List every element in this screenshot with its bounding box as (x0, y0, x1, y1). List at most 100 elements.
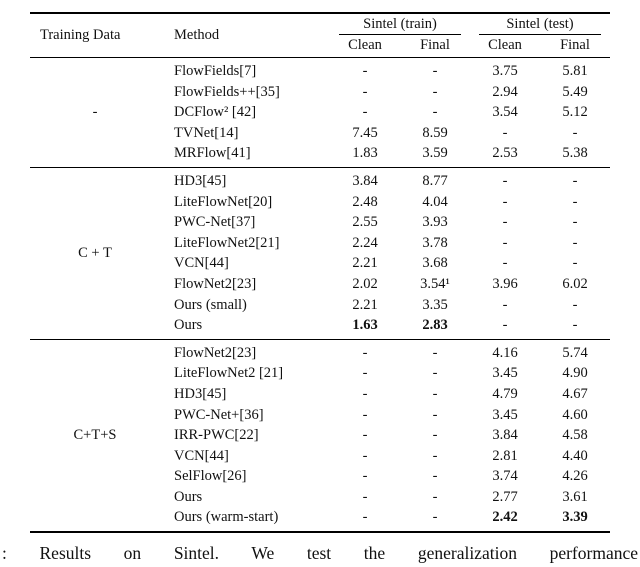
value-cell: - (432, 63, 438, 79)
value-cell: 3.93 (422, 214, 448, 231)
value-cell: - (362, 427, 368, 444)
value-cell: 2.55 (352, 214, 378, 231)
table-row: HD3[45] 3.84 8.77 - - (160, 171, 610, 192)
method-cell: Ours (small) (174, 296, 247, 313)
table-row: VCN[44] - - 2.81 4.40 (160, 446, 610, 467)
value-cell: 3.61 (562, 488, 588, 505)
value-cell: 2.94 (492, 83, 518, 100)
value-cell: - (432, 427, 438, 444)
header-subcolumns-train: Clean Final (330, 35, 470, 57)
value-cell: 3.59 (422, 145, 448, 162)
value-cell: 8.59 (422, 124, 448, 141)
table-group: - FlowFields[7] - - 3.75 5.81 FlowFields++[35]… (30, 58, 610, 167)
value-cell: - (502, 234, 508, 251)
value-cell: 2.53 (492, 145, 518, 162)
method-cell: Ours (174, 488, 203, 505)
method-cell: HD3[45] (174, 385, 227, 402)
table-row: TVNet[14] 7.45 8.59 - - (160, 123, 610, 144)
value-cell: - (362, 344, 368, 361)
value-cell: - (432, 447, 438, 464)
value-cell: 5.74 (562, 344, 588, 361)
header-group-sintel-test: Sintel (test) Clean Final (470, 14, 610, 57)
value-cell: 6.02 (562, 275, 588, 292)
value-cell: 5.49 (562, 83, 588, 100)
value-cell: 4.40 (562, 447, 588, 464)
value-cell: - (362, 104, 368, 121)
header-training-data: Training Data (40, 27, 121, 43)
value-cell: 5.12 (562, 104, 588, 121)
method-cell: FlowFields[7] (174, 63, 257, 79)
method-cell: IRR-PWC[22] (174, 427, 259, 444)
value-cell: - (362, 63, 368, 79)
value-cell: 4.58 (562, 427, 588, 444)
value-cell: - (432, 406, 438, 423)
table-row: FlowNet2[23] 2.02 3.54¹ 3.96 6.02 (160, 274, 610, 295)
header-group-sintel-train: Sintel (train) Clean Final (330, 14, 470, 57)
group-rows: FlowFields[7] - - 3.75 5.81 FlowFields++[35] -… (160, 61, 610, 164)
table-header: Training Data Method Sintel (train) Clea… (30, 12, 610, 58)
value-cell: - (362, 509, 368, 526)
value-cell: - (362, 83, 368, 100)
value-cell: - (432, 83, 438, 100)
value-cell: - (362, 385, 368, 402)
value-cell: 1.63 (352, 317, 378, 334)
value-cell: 5.81 (562, 63, 588, 79)
value-cell: - (502, 193, 508, 210)
value-cell: 4.90 (562, 365, 588, 382)
table-row: LiteFlowNet2 [21] - - 3.45 4.90 (160, 363, 610, 384)
table-row: IRR-PWC[22] - - 3.84 4.58 (160, 425, 610, 446)
header-train-clean: Clean (348, 37, 382, 53)
table-caption: : Results on Sintel. We test the general… (2, 543, 638, 563)
training-data-cell: C+T+S (73, 426, 117, 443)
header-test-final: Final (560, 37, 590, 53)
value-cell: - (572, 296, 578, 313)
value-cell: 3.74 (492, 468, 518, 485)
table-body: - FlowFields[7] - - 3.75 5.81 FlowFields++[35]… (30, 58, 610, 534)
value-cell: 2.83 (422, 317, 448, 334)
value-cell: - (432, 344, 438, 361)
group-rows: HD3[45] 3.84 8.77 - - LiteFlowNet[20] 2.48 4.04… (160, 171, 610, 336)
method-cell: LiteFlowNet2 [21] (174, 365, 284, 382)
value-cell: - (502, 172, 508, 189)
method-cell: TVNet[14] (174, 124, 239, 141)
method-cell: PWC-Net[37] (174, 214, 256, 231)
value-cell: - (572, 193, 578, 210)
value-cell: - (572, 234, 578, 251)
value-cell: 7.45 (352, 124, 378, 141)
method-cell: DCFlow² [42] (174, 104, 257, 121)
table-row: DCFlow² [42] - - 3.54 5.12 (160, 102, 610, 123)
value-cell: 8.77 (422, 172, 448, 189)
header-sintel-train: Sintel (train) (339, 14, 461, 35)
group-rows: FlowNet2[23] - - 4.16 5.74 LiteFlowNet2 [21] -… (160, 343, 610, 528)
header-sintel-test: Sintel (test) (479, 14, 601, 35)
value-cell: 3.39 (562, 509, 588, 526)
value-cell: 4.04 (422, 193, 448, 210)
training-data-cell: C + T (78, 244, 112, 261)
method-cell: VCN[44] (174, 447, 229, 464)
table-row: SelFlow[26] - - 3.74 4.26 (160, 466, 610, 487)
header-subcolumns-test: Clean Final (470, 35, 610, 57)
method-cell: SelFlow[26] (174, 468, 247, 485)
value-cell: 4.79 (492, 385, 518, 402)
table-row: FlowNet2[23] - - 4.16 5.74 (160, 343, 610, 364)
value-cell: - (362, 365, 368, 382)
value-cell: - (502, 296, 508, 313)
value-cell: - (572, 214, 578, 231)
method-cell: VCN[44] (174, 255, 229, 272)
value-cell: 3.78 (422, 234, 448, 251)
value-cell: 3.84 (352, 172, 378, 189)
value-cell: 2.21 (352, 296, 378, 313)
method-cell: FlowNet2[23] (174, 275, 257, 292)
table-row: PWC-Net[37] 2.55 3.93 - - (160, 212, 610, 233)
value-cell: 4.67 (562, 385, 588, 402)
value-cell: 2.24 (352, 234, 378, 251)
method-cell: FlowFields++[35] (174, 83, 280, 100)
value-cell: 2.21 (352, 255, 378, 272)
value-cell: - (502, 317, 508, 334)
value-cell: 2.77 (492, 488, 518, 505)
table-row: HD3[45] - - 4.79 4.67 (160, 384, 610, 405)
value-cell: 3.96 (492, 275, 518, 292)
value-cell: 5.38 (562, 145, 588, 162)
value-cell: - (572, 124, 578, 141)
